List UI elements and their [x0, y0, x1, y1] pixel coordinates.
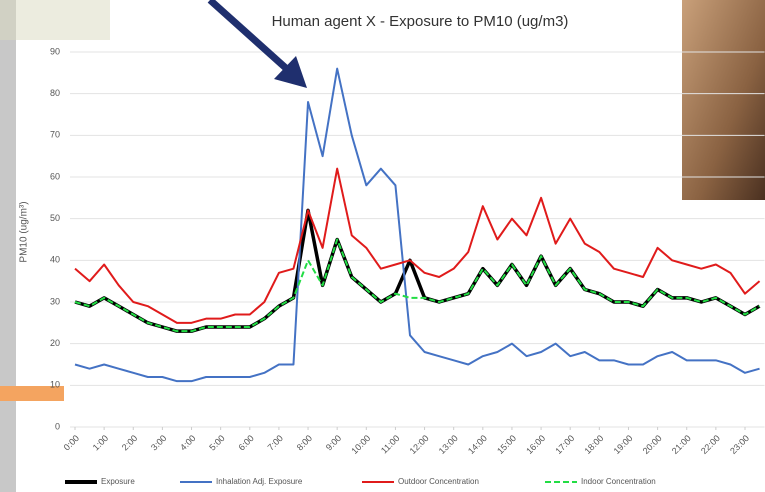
top-left-photo — [0, 0, 110, 40]
legend-item: Inhalation Adj. Exposure — [180, 477, 303, 486]
series-line — [74, 238, 761, 333]
series-line — [74, 67, 760, 383]
y-tick-label: 40 — [50, 255, 60, 265]
legend-item: Indoor Concentration — [545, 477, 656, 486]
y-tick-label: 0 — [55, 421, 60, 431]
photo — [682, 0, 765, 200]
legend-label: Outdoor Concentration — [398, 477, 479, 486]
y-tick-label: 20 — [50, 338, 60, 348]
chart-title: Human agent X - Exposure to PM10 (ug/m3) — [272, 13, 569, 30]
legend-label: Exposure — [101, 477, 135, 486]
y-tick-label: 60 — [50, 171, 60, 181]
left-strip — [0, 0, 16, 492]
series-line — [74, 167, 761, 324]
orange-block — [0, 386, 64, 401]
y-tick-label: 80 — [50, 88, 60, 98]
y-tick-label: 70 — [50, 130, 60, 140]
y-tick-label: 50 — [50, 213, 60, 223]
y-tick-label: 90 — [50, 46, 60, 56]
y-tick-label: 10 — [50, 380, 60, 390]
legend-item: Exposure — [65, 477, 135, 486]
legend-item: Outdoor Concentration — [362, 477, 479, 486]
y-tick-label: 30 — [50, 296, 60, 306]
legend-label: Inhalation Adj. Exposure — [216, 477, 303, 486]
arrow — [207, 0, 307, 88]
y-axis-label: PM10 (ug/m³) — [19, 201, 30, 262]
legend-label: Indoor Concentration — [581, 477, 656, 486]
